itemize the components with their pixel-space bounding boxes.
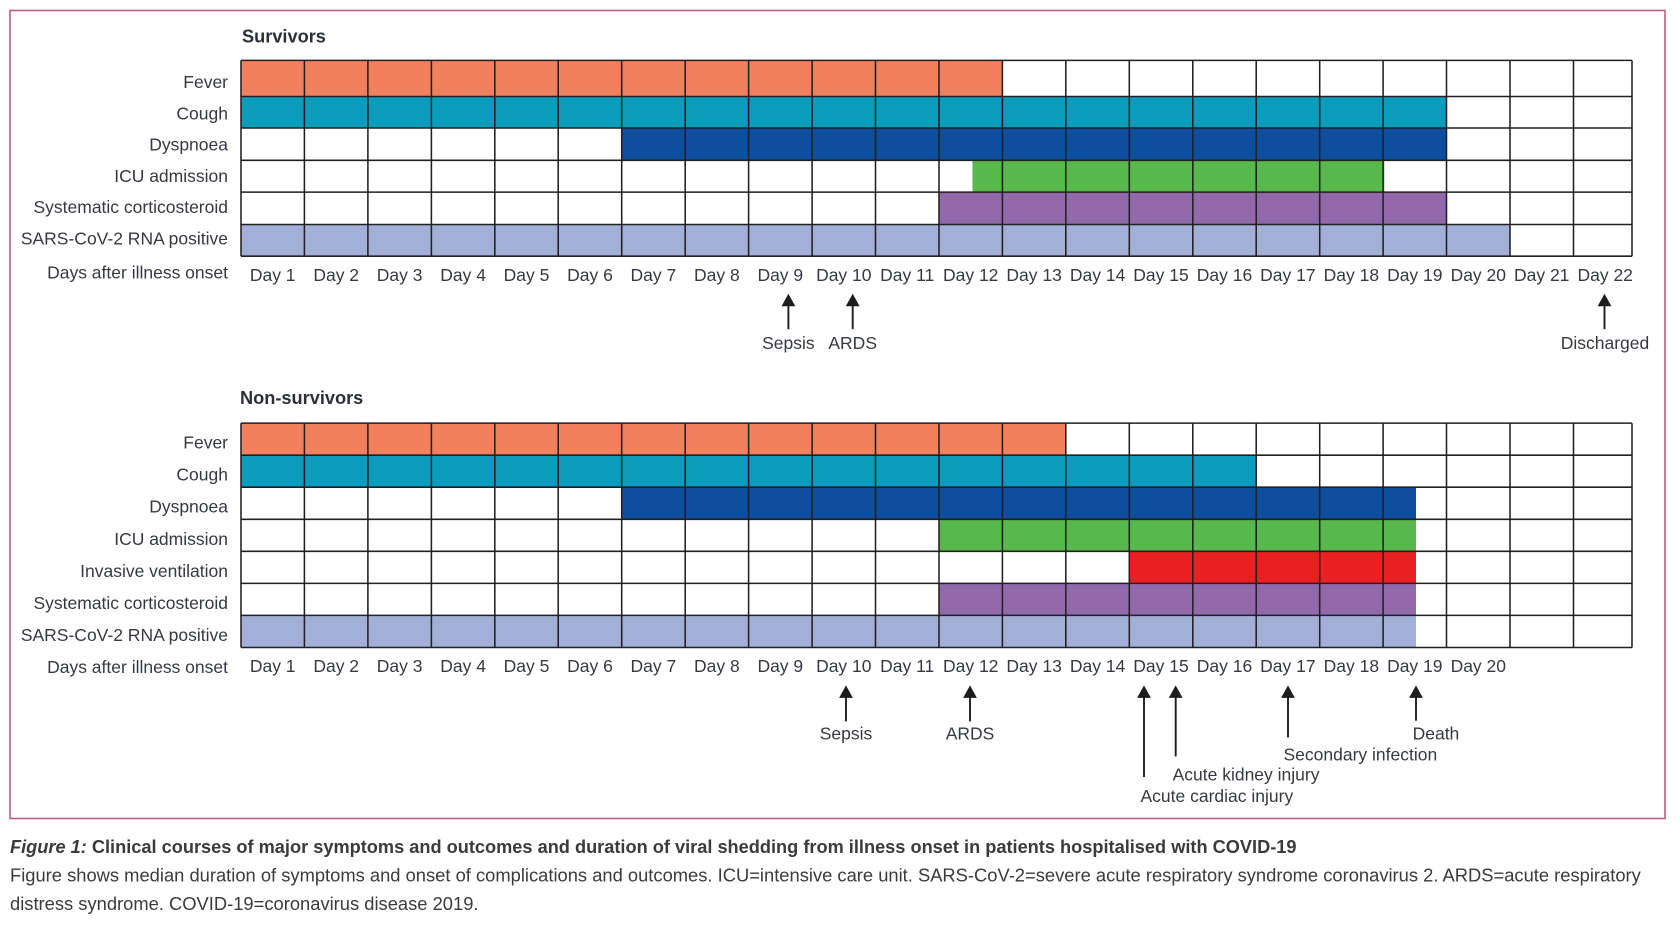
svg-text:Day 14: Day 14 [1070, 265, 1126, 285]
svg-text:Day 14: Day 14 [1070, 656, 1126, 676]
svg-text:Day 10: Day 10 [816, 656, 872, 676]
svg-text:Systematic corticosteroid: Systematic corticosteroid [33, 197, 228, 217]
svg-text:Day 20: Day 20 [1451, 656, 1507, 676]
svg-text:Acute kidney injury: Acute kidney injury [1173, 765, 1320, 785]
svg-text:Day 4: Day 4 [440, 656, 486, 676]
svg-text:ICU admission: ICU admission [114, 166, 228, 186]
svg-text:Days after illness onset: Days after illness onset [47, 657, 228, 677]
svg-text:Day 7: Day 7 [631, 265, 677, 285]
svg-text:Day 13: Day 13 [1006, 656, 1061, 676]
svg-text:Day 17: Day 17 [1260, 656, 1315, 676]
svg-text:Systematic corticosteroid: Systematic corticosteroid [33, 593, 228, 613]
svg-text:Day 6: Day 6 [567, 265, 613, 285]
svg-text:Death: Death [1413, 724, 1460, 744]
svg-text:Secondary infection: Secondary infection [1284, 744, 1438, 764]
svg-text:Day 1: Day 1 [250, 265, 296, 285]
svg-text:Day 9: Day 9 [757, 265, 803, 285]
svg-text:Day 2: Day 2 [313, 656, 359, 676]
svg-text:SARS-CoV-2 RNA positive: SARS-CoV-2 RNA positive [21, 229, 228, 249]
svg-text:Discharged: Discharged [1561, 333, 1650, 353]
svg-text:Day 10: Day 10 [816, 265, 872, 285]
svg-text:Day 7: Day 7 [631, 656, 677, 676]
svg-text:Day 4: Day 4 [440, 265, 486, 285]
svg-text:Day 19: Day 19 [1387, 656, 1442, 676]
svg-text:distress syndrome. COVID-19=co: distress syndrome. COVID-19=coronavirus … [10, 893, 479, 914]
svg-text:Day 16: Day 16 [1197, 265, 1252, 285]
svg-text:Day 2: Day 2 [313, 265, 359, 285]
svg-text:Day 18: Day 18 [1324, 656, 1379, 676]
svg-text:Day 5: Day 5 [504, 265, 550, 285]
svg-text:ARDS: ARDS [946, 724, 995, 744]
svg-text:Day 12: Day 12 [943, 265, 998, 285]
svg-text:Day 8: Day 8 [694, 265, 740, 285]
svg-text:Day 15: Day 15 [1133, 656, 1188, 676]
svg-text:Sepsis: Sepsis [820, 724, 873, 744]
svg-text:Day 11: Day 11 [880, 265, 934, 285]
svg-text:Cough: Cough [176, 465, 228, 485]
svg-text:Fever: Fever [183, 433, 228, 453]
svg-text:Figure shows median duration o: Figure shows median duration of symptoms… [10, 864, 1642, 885]
svg-text:Day 22: Day 22 [1577, 265, 1632, 285]
svg-text:Cough: Cough [176, 103, 228, 123]
svg-text:Dyspnoea: Dyspnoea [149, 135, 228, 155]
svg-text:Day 3: Day 3 [377, 265, 423, 285]
svg-text:Fever: Fever [183, 72, 228, 92]
svg-text:Day 12: Day 12 [943, 656, 998, 676]
svg-text:Figure 1: Clinical courses of: Figure 1: Clinical courses of major symp… [10, 837, 1297, 857]
svg-text:Day 1: Day 1 [250, 656, 296, 676]
svg-text:Day 9: Day 9 [757, 656, 803, 676]
svg-text:Invasive ventilation: Invasive ventilation [80, 561, 228, 581]
svg-text:SARS-CoV-2 RNA positive: SARS-CoV-2 RNA positive [21, 625, 228, 645]
svg-text:Day 6: Day 6 [567, 656, 613, 676]
svg-text:Day 20: Day 20 [1451, 265, 1507, 285]
svg-text:Days after illness onset: Days after illness onset [47, 262, 228, 282]
svg-text:Day 19: Day 19 [1387, 265, 1442, 285]
svg-text:Day 17: Day 17 [1260, 265, 1315, 285]
svg-text:Sepsis: Sepsis [762, 333, 815, 353]
svg-text:Day 13: Day 13 [1006, 265, 1061, 285]
svg-text:Day 11: Day 11 [880, 656, 934, 676]
svg-text:Day 5: Day 5 [504, 656, 550, 676]
svg-text:Non-survivors: Non-survivors [240, 388, 363, 408]
svg-text:Day 3: Day 3 [377, 656, 423, 676]
svg-text:Day 15: Day 15 [1133, 265, 1188, 285]
svg-text:Acute cardiac injury: Acute cardiac injury [1141, 786, 1294, 806]
svg-text:ARDS: ARDS [828, 333, 877, 353]
svg-text:Day 18: Day 18 [1324, 265, 1379, 285]
svg-text:Dyspnoea: Dyspnoea [149, 497, 228, 517]
svg-text:Day 21: Day 21 [1514, 265, 1569, 285]
svg-text:ICU admission: ICU admission [114, 529, 228, 549]
svg-text:Survivors: Survivors [242, 27, 326, 47]
svg-text:Day 16: Day 16 [1197, 656, 1252, 676]
svg-text:Day 8: Day 8 [694, 656, 740, 676]
